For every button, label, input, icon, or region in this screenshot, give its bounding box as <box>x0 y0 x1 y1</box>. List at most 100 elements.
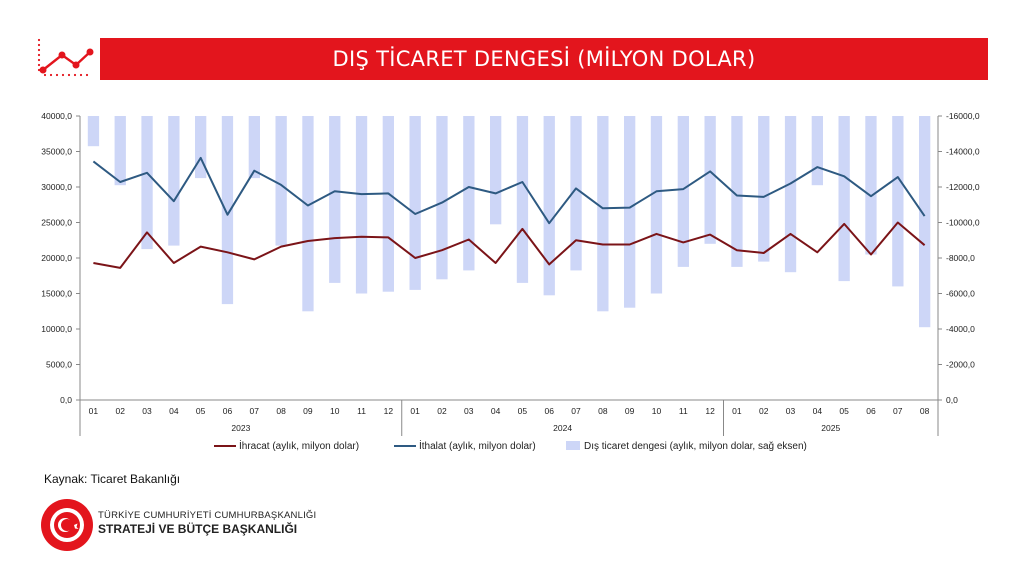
left-tick-label: 10000,0 <box>41 324 72 334</box>
balance-bar <box>141 116 153 250</box>
month-label: 06 <box>223 406 233 416</box>
trend-chart-icon <box>36 34 96 80</box>
month-label: 09 <box>303 406 313 416</box>
balance-bar <box>704 116 716 244</box>
month-label: 04 <box>491 406 501 416</box>
month-label: 06 <box>866 406 876 416</box>
month-label: 03 <box>142 406 152 416</box>
year-label: 2024 <box>553 423 572 433</box>
month-label: 01 <box>89 406 99 416</box>
balance-bar <box>543 116 555 296</box>
balance-bar <box>114 116 126 186</box>
month-label: 05 <box>518 406 528 416</box>
organization-block: TÜRKİYE CUMHURİYETİ CUMHURBAŞKANLIĞI STR… <box>40 494 340 554</box>
balance-bar <box>650 116 663 294</box>
balance-bar <box>865 116 877 255</box>
balance-bar <box>463 116 475 271</box>
balance-bar <box>302 116 314 312</box>
balance-bar <box>382 116 394 292</box>
year-label: 2023 <box>231 423 250 433</box>
month-label: 04 <box>813 406 823 416</box>
legend-label: İhracat (aylık, milyon dolar) <box>239 439 359 452</box>
month-label: 05 <box>839 406 849 416</box>
source-note: Kaynak: Ticaret Bakanlığı <box>44 472 181 486</box>
month-label: 07 <box>893 406 903 416</box>
right-tick-label: -4000,0 <box>946 324 975 334</box>
balance-bar <box>195 116 207 179</box>
export-series-line <box>93 221 926 269</box>
left-tick-label: 35000,0 <box>41 147 72 157</box>
emblem-seal-icon <box>41 499 93 551</box>
month-label: 02 <box>759 406 769 416</box>
right-tick-label: -12000,0 <box>946 182 980 192</box>
month-label: 06 <box>544 406 554 416</box>
left-tick-label: 15000,0 <box>41 289 72 299</box>
import-series-line <box>92 156 926 225</box>
balance-bar <box>758 116 770 262</box>
balance-bar <box>490 116 502 225</box>
org-name-line2: STRATEJİ VE BÜTÇE BAŞKANLIĞI <box>98 522 298 536</box>
legend-swatch <box>566 441 580 450</box>
balance-bar <box>409 116 421 290</box>
month-label: 08 <box>920 406 930 416</box>
balance-bar <box>784 116 797 273</box>
left-tick-label: 40000,0 <box>41 111 72 121</box>
legend-label: İthalat (aylık, milyon dolar) <box>419 439 536 452</box>
month-label: 01 <box>410 406 420 416</box>
balance-bar <box>677 116 689 267</box>
month-label: 07 <box>571 406 581 416</box>
month-label: 01 <box>732 406 742 416</box>
balance-bar <box>516 116 529 283</box>
month-label: 11 <box>679 406 688 416</box>
month-label: 12 <box>384 406 394 416</box>
month-label: 03 <box>786 406 796 416</box>
right-tick-label: -8000,0 <box>946 253 975 263</box>
balance-bar <box>168 116 180 246</box>
month-label: 05 <box>196 406 206 416</box>
balance-bar <box>838 116 850 282</box>
balance-bar <box>436 116 448 280</box>
year-label: 2025 <box>821 423 840 433</box>
month-label: 02 <box>437 406 447 416</box>
org-name-line1: TÜRKİYE CUMHURİYETİ CUMHURBAŞKANLIĞI <box>98 510 317 521</box>
balance-bar <box>919 116 931 328</box>
balance-bar <box>221 116 234 305</box>
right-tick-label: -16000,0 <box>946 111 980 121</box>
balance-bar <box>275 116 287 246</box>
trade-balance-chart: 0,0 5000,0 10000,0 15000,0 20000,0 25000,0 300… <box>41 111 980 452</box>
month-label: 07 <box>250 406 260 416</box>
month-label: 10 <box>330 406 340 416</box>
balance-bar <box>892 116 904 287</box>
chart-title: DIŞ TİCARET DENGESİ (MİLYON DOLAR) <box>332 47 756 71</box>
legend-label: Dış ticaret dengesi (aylık, milyon dolar… <box>584 441 807 452</box>
month-label: 08 <box>598 406 608 416</box>
balance-bar <box>811 116 823 186</box>
left-tick-label: 25000,0 <box>41 218 72 228</box>
balance-bar <box>570 116 582 271</box>
balance-bar <box>355 116 368 294</box>
month-label: 11 <box>357 406 366 416</box>
left-tick-label: 0,0 <box>60 395 72 405</box>
balance-bar <box>624 116 636 308</box>
right-tick-label: -14000,0 <box>946 147 980 157</box>
right-tick-label: -2000,0 <box>946 360 975 370</box>
balance-bar <box>87 116 100 147</box>
balance-bar <box>597 116 609 312</box>
month-label: 03 <box>464 406 474 416</box>
right-tick-label: 0,0 <box>946 395 958 405</box>
month-label: 10 <box>652 406 662 416</box>
balance-bar <box>731 116 743 267</box>
month-label: 02 <box>115 406 125 416</box>
month-label: 04 <box>169 406 179 416</box>
left-tick-label: 30000,0 <box>41 182 72 192</box>
balance-bar <box>329 116 341 283</box>
month-label: 12 <box>705 406 715 416</box>
left-tick-label: 20000,0 <box>41 253 72 263</box>
right-tick-label: -6000,0 <box>946 289 975 299</box>
balance-bar <box>248 116 260 179</box>
chart-title-banner: DIŞ TİCARET DENGESİ (MİLYON DOLAR) <box>100 38 988 80</box>
month-label: 09 <box>625 406 635 416</box>
left-tick-label: 5000,0 <box>46 360 72 370</box>
month-label: 08 <box>276 406 286 416</box>
right-tick-label: -10000,0 <box>946 218 980 228</box>
